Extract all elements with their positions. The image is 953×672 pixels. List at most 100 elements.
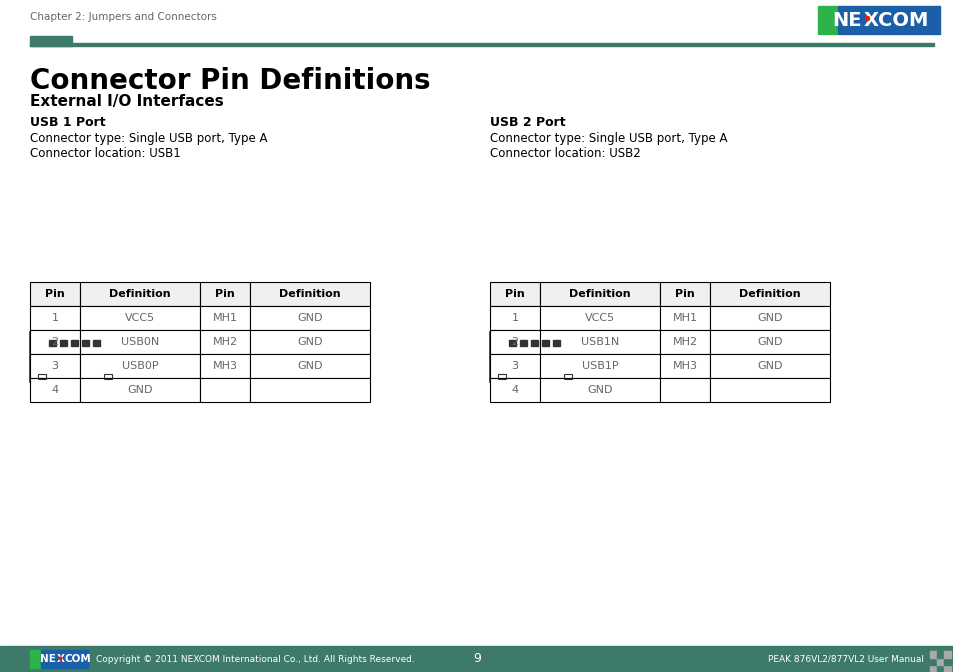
Bar xyxy=(250,378,370,402)
Bar xyxy=(30,330,80,354)
Bar xyxy=(509,340,516,346)
Bar xyxy=(943,651,950,658)
Bar xyxy=(936,658,943,665)
Text: Connector location: USB2: Connector location: USB2 xyxy=(490,147,640,160)
Bar xyxy=(936,665,943,672)
Bar xyxy=(250,282,370,306)
Bar xyxy=(490,282,539,306)
Text: 2: 2 xyxy=(51,337,58,347)
Text: USB0N: USB0N xyxy=(121,337,159,347)
Text: GND: GND xyxy=(297,337,322,347)
Bar xyxy=(250,306,370,330)
Bar xyxy=(542,340,549,346)
Text: Pin: Pin xyxy=(214,289,234,299)
Bar xyxy=(30,43,933,46)
Text: 4: 4 xyxy=(511,385,518,395)
Bar xyxy=(71,340,78,346)
Text: MH2: MH2 xyxy=(672,337,697,347)
Text: USB1P: USB1P xyxy=(581,361,618,371)
Bar xyxy=(929,651,936,658)
Bar xyxy=(0,646,953,672)
Text: GND: GND xyxy=(757,361,781,371)
Bar xyxy=(539,282,659,306)
Bar xyxy=(38,374,46,379)
Bar xyxy=(80,378,200,402)
Text: MH3: MH3 xyxy=(672,361,697,371)
Text: Connector Pin Definitions: Connector Pin Definitions xyxy=(30,67,430,95)
Bar xyxy=(30,378,80,402)
Text: 3: 3 xyxy=(51,361,58,371)
Bar xyxy=(80,354,200,378)
Text: USB1N: USB1N xyxy=(580,337,618,347)
Text: MH2: MH2 xyxy=(213,337,237,347)
Bar xyxy=(490,354,539,378)
Text: Definition: Definition xyxy=(109,289,171,299)
Bar xyxy=(80,306,200,330)
Text: PEAK 876VL2/877VL2 User Manual: PEAK 876VL2/877VL2 User Manual xyxy=(767,655,923,663)
Bar xyxy=(837,6,939,34)
Text: Pin: Pin xyxy=(45,289,65,299)
Text: Chapter 2: Jumpers and Connectors: Chapter 2: Jumpers and Connectors xyxy=(30,12,216,22)
Bar xyxy=(60,340,68,346)
Text: GND: GND xyxy=(587,385,612,395)
Bar xyxy=(563,374,572,379)
Text: Definition: Definition xyxy=(739,289,800,299)
Text: 2: 2 xyxy=(511,337,518,347)
Bar xyxy=(104,374,112,379)
Bar xyxy=(553,340,560,346)
Text: Copyright © 2011 NEXCOM International Co., Ltd. All Rights Reserved.: Copyright © 2011 NEXCOM International Co… xyxy=(96,655,415,663)
Bar xyxy=(943,665,950,672)
Text: GND: GND xyxy=(757,337,781,347)
Text: 1: 1 xyxy=(51,313,58,323)
Bar xyxy=(30,332,120,382)
Bar xyxy=(659,306,709,330)
Bar xyxy=(709,306,829,330)
Text: Connector type: Single USB port, Type A: Connector type: Single USB port, Type A xyxy=(490,132,727,145)
Bar xyxy=(659,282,709,306)
Bar xyxy=(539,330,659,354)
Bar xyxy=(30,354,80,378)
Bar xyxy=(80,282,200,306)
Bar xyxy=(490,306,539,330)
Bar xyxy=(929,658,936,665)
Bar xyxy=(250,330,370,354)
Bar xyxy=(539,354,659,378)
Text: Definition: Definition xyxy=(569,289,630,299)
Text: USB 2 Port: USB 2 Port xyxy=(490,116,565,129)
Bar xyxy=(659,330,709,354)
Text: Pin: Pin xyxy=(675,289,694,299)
Bar xyxy=(659,378,709,402)
Bar xyxy=(50,340,56,346)
Bar xyxy=(659,354,709,378)
Text: Connector location: USB1: Connector location: USB1 xyxy=(30,147,180,160)
Text: COM: COM xyxy=(65,654,91,664)
Bar xyxy=(200,378,250,402)
Text: GND: GND xyxy=(297,361,322,371)
Text: NE: NE xyxy=(832,11,862,30)
Bar xyxy=(709,378,829,402)
Text: X: X xyxy=(57,654,65,664)
Text: MH1: MH1 xyxy=(213,313,237,323)
Text: USB 1 Port: USB 1 Port xyxy=(30,116,106,129)
Bar xyxy=(520,340,527,346)
Bar xyxy=(80,330,200,354)
Text: GND: GND xyxy=(127,385,152,395)
Bar xyxy=(200,354,250,378)
Bar xyxy=(30,650,41,668)
Text: COM: COM xyxy=(877,11,927,30)
Text: External I/O Interfaces: External I/O Interfaces xyxy=(30,94,224,109)
Text: VCC5: VCC5 xyxy=(125,313,155,323)
Bar xyxy=(531,340,537,346)
Text: X: X xyxy=(863,11,878,30)
Bar xyxy=(490,330,539,354)
Bar xyxy=(709,282,829,306)
Text: 3: 3 xyxy=(511,361,518,371)
Text: GND: GND xyxy=(757,313,781,323)
Bar xyxy=(30,36,71,46)
Text: MH1: MH1 xyxy=(672,313,697,323)
Bar xyxy=(936,651,943,658)
Bar xyxy=(41,650,88,668)
Bar xyxy=(93,340,100,346)
Bar xyxy=(497,374,505,379)
Bar xyxy=(200,306,250,330)
